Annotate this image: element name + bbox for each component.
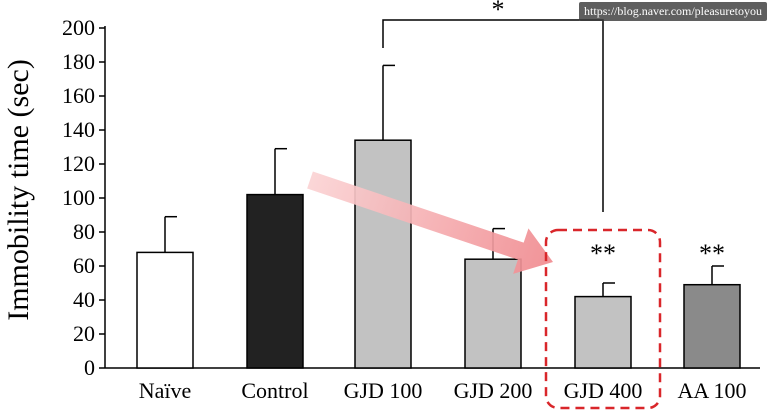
y-tick-label: 20 — [73, 321, 95, 346]
bar-0 — [136, 251, 194, 369]
y-tick-label: 60 — [73, 253, 95, 278]
bar-4 — [574, 295, 632, 369]
category-label-5: AA 100 — [677, 378, 746, 403]
category-label-4: GJD 400 — [564, 378, 643, 403]
y-tick-label: 120 — [62, 151, 95, 176]
category-label-1: Control — [241, 378, 308, 403]
bar-2 — [354, 139, 412, 369]
category-label-0: Naïve — [139, 378, 192, 403]
watermark-url: https://blog.naver.com/pleasuretoyou — [579, 2, 767, 21]
comparison-bracket-label: * — [492, 0, 505, 24]
y-tick-label: 100 — [62, 185, 95, 210]
y-tick-label: 40 — [73, 287, 95, 312]
y-tick-label: 180 — [62, 49, 95, 74]
comparison-bracket — [382, 19, 604, 212]
y-tick-label: 80 — [73, 219, 95, 244]
y-tick-label: 140 — [62, 117, 95, 142]
highlight-arrow — [307, 171, 553, 274]
bar-3 — [464, 258, 522, 369]
bar-1 — [246, 193, 304, 369]
y-tick-label: 160 — [62, 83, 95, 108]
y-tick-label: 0 — [84, 355, 95, 380]
highlight-box — [544, 228, 662, 410]
significance-label-1: ** — [699, 239, 725, 268]
category-label-3: GJD 200 — [454, 378, 533, 403]
y-tick-label: 200 — [62, 15, 95, 40]
y-axis-label: Immobility time (sec) — [2, 59, 35, 321]
significance-label-0: ** — [590, 239, 616, 268]
highlight-arrow-shape — [307, 171, 553, 274]
category-label-2: GJD 100 — [344, 378, 423, 403]
bar-5 — [683, 283, 741, 369]
